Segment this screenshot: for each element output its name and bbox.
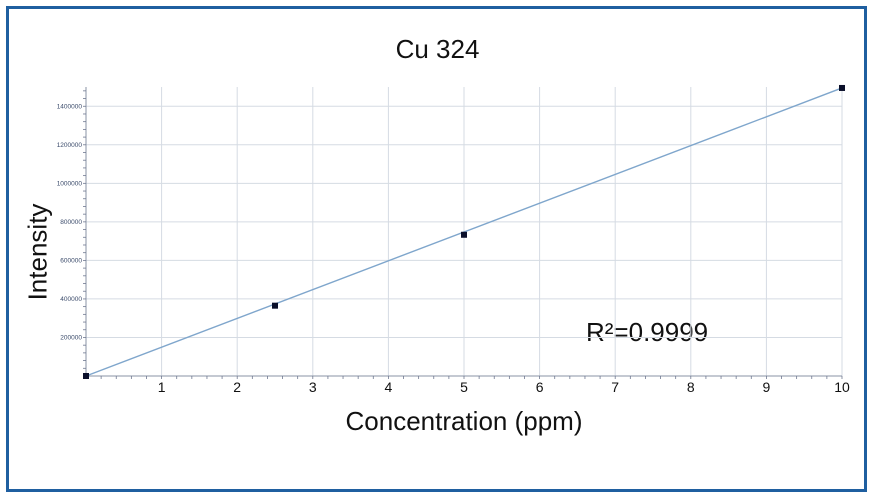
y-tick-label: 1000000 [57, 180, 83, 187]
data-point [83, 373, 89, 379]
chart-title: Cu 324 [395, 34, 480, 64]
y-tick-label: 600000 [60, 257, 82, 264]
x-tick-label: 10 [834, 379, 850, 395]
data-point [461, 231, 467, 238]
y-tick-label: 1400000 [57, 103, 83, 110]
chart-frame [6, 6, 867, 492]
y-tick-label: 800000 [60, 219, 82, 226]
x-tick-label: 5 [460, 379, 468, 395]
r-squared-annotation: R²=0.9999 [586, 317, 709, 347]
x-tick-label: 7 [611, 379, 619, 395]
x-axis-label: Concentration (ppm) [345, 406, 583, 436]
x-tick-label: 4 [385, 379, 393, 395]
x-tick-label: 8 [687, 379, 695, 395]
x-tick-label: 9 [763, 379, 771, 395]
x-tick-label: 3 [309, 379, 317, 395]
y-tick-label: 200000 [60, 334, 82, 341]
x-tick-label: 1 [158, 379, 166, 395]
y-tick-label: 1200000 [57, 142, 83, 149]
x-tick-label: 6 [536, 379, 544, 395]
data-point [839, 84, 845, 91]
y-tick-label: 400000 [60, 296, 82, 303]
x-tick-label: 2 [233, 379, 241, 395]
data-point [272, 302, 278, 309]
